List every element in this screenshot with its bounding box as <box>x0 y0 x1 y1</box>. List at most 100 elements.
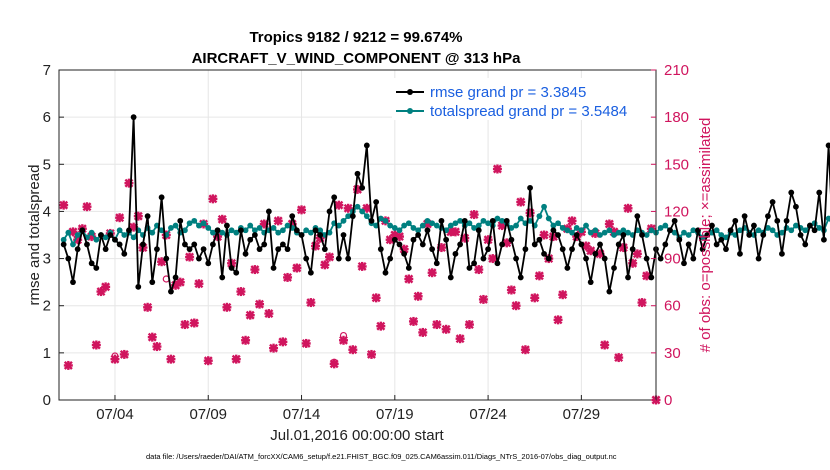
rmse-point <box>485 246 491 253</box>
spread-point <box>149 229 156 236</box>
legend-spread-marker <box>407 108 413 114</box>
y-tick-label: 7 <box>43 62 51 79</box>
rmse-point <box>531 241 538 248</box>
spread-point <box>219 229 226 236</box>
obs-assimilated-point <box>119 349 129 359</box>
obs-assimilated-point <box>623 203 633 213</box>
obs-assimilated-point <box>306 298 316 308</box>
obs-assimilated-point <box>147 332 157 342</box>
rmse-point <box>84 241 90 248</box>
y2-tick-label: 30 <box>664 345 681 362</box>
spread-point <box>233 229 240 236</box>
obs-assimilated-point <box>194 279 204 289</box>
rmse-point <box>802 241 809 248</box>
rmse-point <box>564 265 571 271</box>
rmse-point <box>681 260 687 267</box>
rmse-point <box>741 213 748 220</box>
y2-tick-label: 180 <box>664 109 689 126</box>
spread-point <box>256 225 263 231</box>
rmse-point <box>597 241 603 248</box>
obs-assimilated-point <box>175 277 185 287</box>
rmse-point <box>718 236 725 243</box>
rmse-point <box>196 255 202 262</box>
rmse-point <box>284 246 291 253</box>
rmse-series <box>60 114 830 295</box>
spread-point <box>657 225 664 231</box>
spread-point <box>573 225 580 231</box>
obs-assimilated-point <box>297 205 307 215</box>
spread-point <box>508 225 515 231</box>
spread-point <box>270 225 277 231</box>
spread-point <box>401 222 408 229</box>
rmse-point <box>527 184 533 191</box>
obs-assimilated-point <box>292 263 302 273</box>
obs-assimilated-point <box>124 178 134 188</box>
rmse-point <box>825 142 830 149</box>
spread-point <box>527 217 533 224</box>
obs-assimilated-point <box>432 320 442 330</box>
obs-assimilated-point <box>245 310 255 320</box>
spread-point <box>793 222 799 229</box>
rmse-point <box>210 241 216 248</box>
y2-axis-label: # of obs: o=possible; ×=assimilated <box>697 118 714 353</box>
obs-assimilated-point <box>488 254 498 264</box>
rmse-point <box>793 203 799 210</box>
rmse-point <box>751 222 757 229</box>
rmse-point <box>289 213 296 220</box>
rmse-point <box>573 232 580 238</box>
spread-point <box>569 229 575 236</box>
spread-point <box>597 232 603 238</box>
spread-point <box>130 234 137 241</box>
obs-assimilated-point <box>325 252 335 262</box>
rmse-point <box>629 246 636 253</box>
rmse-point <box>363 142 370 149</box>
obs-assimilated-point <box>217 214 227 224</box>
rmse-point <box>265 208 272 215</box>
spread-point <box>737 227 743 234</box>
obs-assimilated-point <box>320 260 330 270</box>
rmse-point <box>270 265 277 271</box>
rmse-point <box>168 288 174 295</box>
rmse-point <box>695 227 701 234</box>
rmse-point <box>755 255 762 262</box>
spread-point <box>359 208 366 215</box>
obs-assimilated-point <box>283 272 293 282</box>
rmse-point <box>723 246 729 253</box>
rmse-point <box>475 227 482 234</box>
y-tick-label: 5 <box>43 156 51 173</box>
rmse-point <box>382 269 389 276</box>
spread-point <box>65 229 72 236</box>
spread-point <box>158 227 165 234</box>
rmse-point <box>788 189 795 196</box>
obs-assimilated-point <box>301 338 311 348</box>
spread-point <box>279 227 286 234</box>
x-tick-label: 07/29 <box>563 406 601 423</box>
rmse-point <box>112 236 118 243</box>
rmse-point <box>172 274 179 281</box>
spread-point <box>615 229 622 236</box>
spread-point <box>363 213 370 220</box>
axes: 0 1 2 3 4 5 6 7 0 30 60 90 120 150 180 210 07/04 07/09 07/… <box>43 62 689 423</box>
obs-assimilated-series <box>59 164 661 405</box>
rmse-point <box>587 279 594 286</box>
rmse-point <box>247 236 254 243</box>
spread-point <box>405 220 412 227</box>
legend: rmse grand pr = 3.3845 totalspread grand… <box>392 78 650 120</box>
spread-point <box>513 222 519 229</box>
rmse-point <box>182 241 188 248</box>
rmse-point <box>639 232 645 238</box>
rmse-point <box>298 232 305 238</box>
obs-assimilated-point <box>241 335 251 345</box>
rmse-point <box>307 269 314 276</box>
rmse-point <box>359 184 366 191</box>
rmse-point <box>699 246 706 253</box>
rmse-point <box>760 232 767 238</box>
obs-assimilated-point <box>329 359 339 369</box>
rmse-point <box>522 246 529 253</box>
rmse-point <box>774 217 781 224</box>
rmse-point <box>461 217 468 224</box>
spread-point <box>592 227 599 234</box>
rmse-point <box>634 213 641 220</box>
spread-point <box>307 229 314 236</box>
obs-assimilated-point <box>534 271 544 281</box>
